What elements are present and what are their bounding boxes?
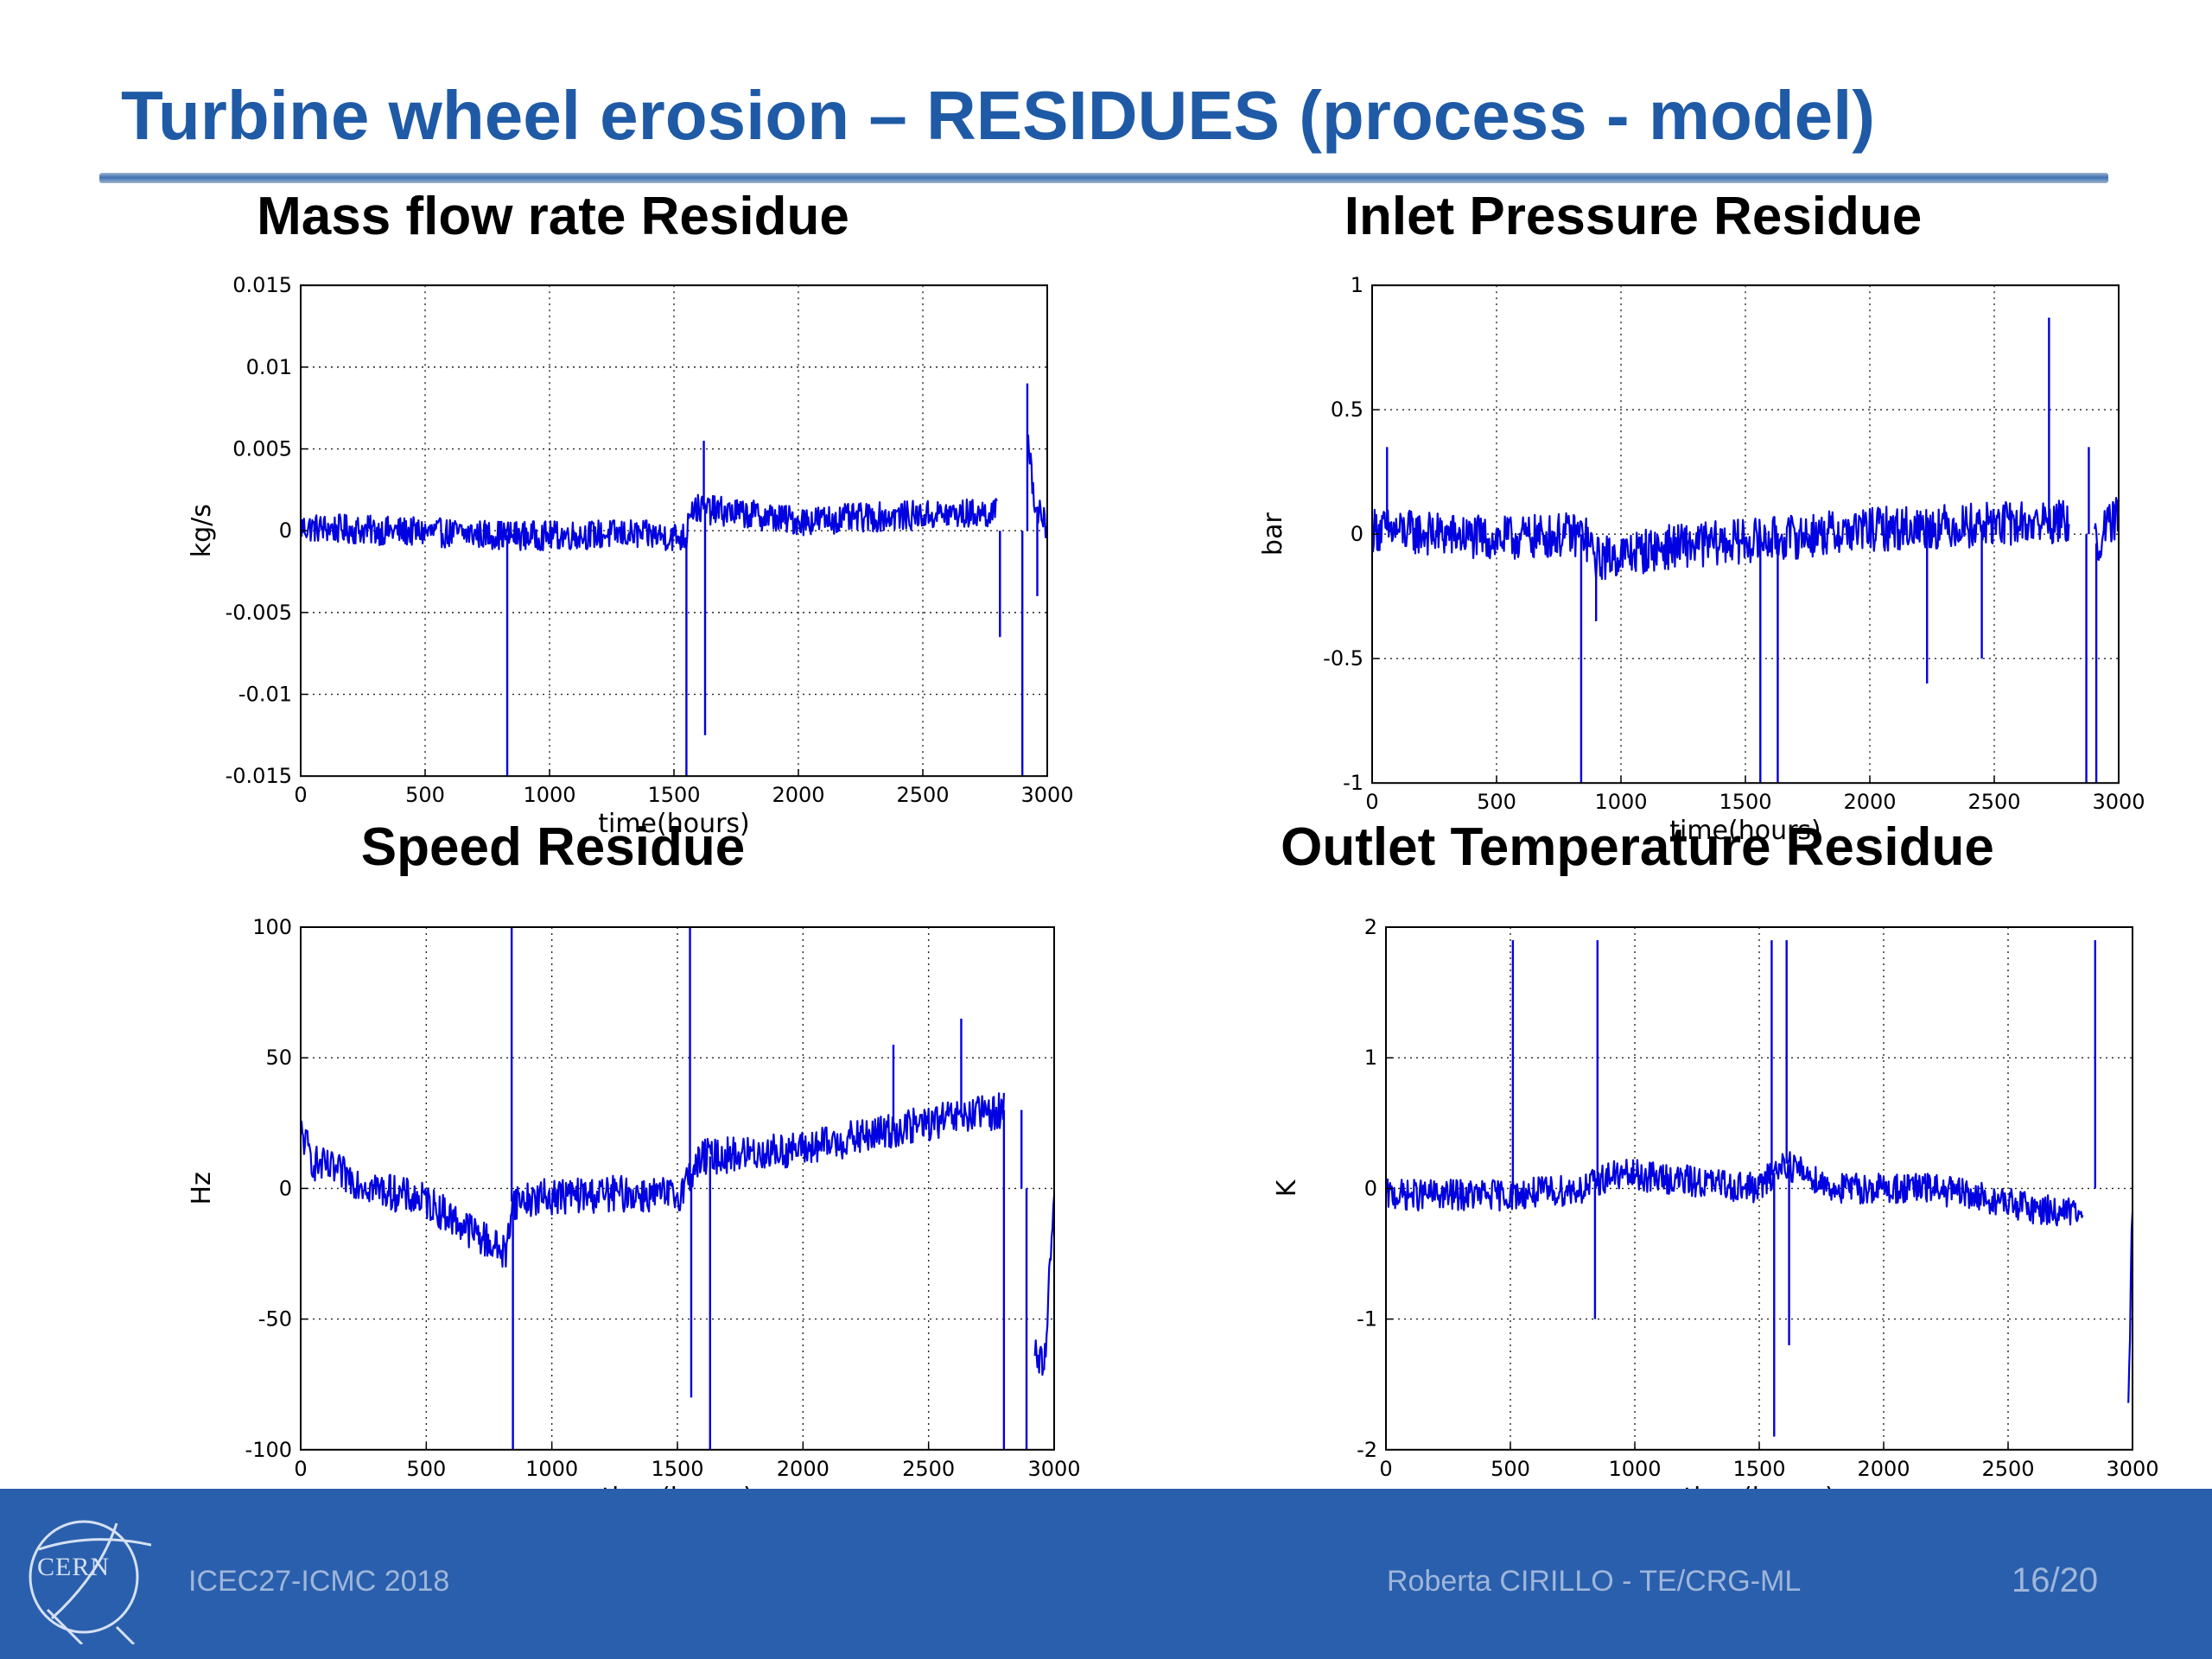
y-axis-label: Hz (187, 1172, 217, 1205)
title-rule (99, 173, 2108, 183)
x-tick-label: 3000 (2092, 790, 2145, 814)
x-tick-label: 2000 (1857, 1457, 1910, 1481)
x-axis-label: time(hours) (1669, 816, 1821, 846)
x-tick-label: 1000 (1608, 1457, 1661, 1481)
y-axis-label: kg/s (187, 504, 217, 557)
y-tick-label: -50 (258, 1307, 292, 1332)
y-tick-label: 50 (265, 1046, 292, 1070)
y-tick-label: 0 (1351, 522, 1363, 546)
x-tick-label: 0 (294, 1457, 307, 1481)
x-tick-label: 2500 (1981, 1457, 2034, 1481)
y-tick-label: -0.005 (226, 601, 292, 625)
y-tick-label: -2 (1357, 1438, 1377, 1462)
x-tick-label: 2500 (896, 783, 949, 807)
x-tick-label: 0 (1379, 1457, 1392, 1481)
x-tick-label: 1000 (1594, 790, 1647, 814)
mass-flow-plot: 0 500 1000 1500 2000 2500 3000 -0.015 -0.01 -0.00… (187, 273, 1074, 839)
residue-series-line (1370, 497, 2120, 581)
x-tick-label: 500 (406, 1457, 446, 1481)
x-tick-label: 1000 (525, 1457, 578, 1481)
y-tick-label: 2 (1364, 915, 1377, 939)
x-tick-label: 2000 (772, 783, 824, 807)
y-tick-label: 0 (279, 518, 292, 543)
x-tick-label: 2000 (1843, 790, 1896, 814)
y-axis-label: bar (1258, 512, 1288, 556)
x-tick-label: 1000 (523, 783, 575, 807)
y-axis-label: K (1272, 1179, 1302, 1197)
x-tick-label: 500 (405, 783, 445, 807)
y-tick-label: 0.01 (246, 355, 292, 379)
y-tick-label: -0.015 (226, 764, 292, 788)
inlet-pressure-chart: Inlet Pressure Residue 0 500 1000 1500 2000 2… (1158, 186, 2177, 847)
cern-logo-text: CERN (37, 1553, 111, 1581)
speed-plot: 050010001500200025003000-100-50050100tim… (187, 915, 1081, 1513)
residue-series-line (1384, 1151, 2134, 1403)
y-tick-label: 1 (1351, 273, 1363, 297)
x-tick-label: 1500 (1719, 790, 1771, 814)
mass-flow-chart: Mass flow rate Residue 0 500 1000 1500 2000 2… (86, 186, 1106, 840)
residue-series-line (300, 1092, 1056, 1376)
cern-logo-icon (29, 1520, 152, 1646)
y-tick-label: 100 (252, 915, 292, 939)
x-tick-label: 0 (294, 783, 307, 807)
x-tick-label: 1500 (647, 783, 700, 807)
footer-bar: CERN ICEC27-ICMC 2018 Roberta CIRILLO - … (0, 1489, 2212, 1659)
y-tick-label: -100 (245, 1438, 292, 1462)
y-tick-label: 0.5 (1331, 397, 1363, 422)
conference-label: ICEC27-ICMC 2018 (188, 1565, 450, 1598)
x-tick-label: 1500 (1732, 1457, 1785, 1481)
x-axis-label: time(hours) (598, 809, 750, 839)
x-tick-label: 3000 (2106, 1457, 2158, 1481)
y-tick-label: -0.01 (238, 683, 292, 707)
y-tick-label: 0 (279, 1176, 292, 1200)
y-tick-label: 0 (1364, 1176, 1377, 1200)
y-tick-label: -1 (1357, 1307, 1377, 1332)
chart-title: Inlet Pressure Residue (1344, 187, 1923, 246)
x-tick-label: 2000 (777, 1457, 830, 1481)
x-tick-label: 0 (1365, 790, 1378, 814)
y-tick-label: 1 (1364, 1046, 1377, 1070)
y-tick-label: 0.005 (232, 437, 292, 461)
cern-logo: CERN (22, 1515, 152, 1649)
x-tick-label: 500 (1491, 1457, 1530, 1481)
inlet-pressure-plot: 0 500 1000 1500 2000 2500 3000 -1 -0.5 0 0.5 1 time(… (1258, 273, 2145, 846)
speed-chart: Speed Residue 0 500 1000 1500 2000 2500 3000 -1… (86, 817, 1106, 1513)
outlet-temperature-plot: 050010001500200025003000-2-1012time(hour… (1272, 915, 2159, 1513)
y-tick-label: 0.015 (232, 273, 292, 297)
y-tick-label: -1 (1343, 771, 1363, 795)
page-number: 16/20 (2012, 1561, 2099, 1599)
x-tick-label: 500 (1477, 790, 1516, 814)
x-tick-label: 3000 (1020, 783, 1073, 807)
chart-title: Outlet Temperature Residue (1281, 817, 1994, 877)
x-tick-label: 2500 (1967, 790, 2020, 814)
author-label: Roberta CIRILLO - TE/CRG-ML (1387, 1565, 1802, 1598)
x-tick-label: 2500 (902, 1457, 955, 1481)
slide-title: Turbine wheel erosion – RESIDUES (proces… (121, 77, 1876, 154)
chart-title: Speed Residue (360, 817, 746, 877)
outlet-temperature-chart: Outlet Temperature Residue 0 500 1000 1500 2… (1158, 817, 2177, 1513)
chart-title: Mass flow rate Residue (257, 187, 849, 246)
x-tick-label: 1500 (651, 1457, 703, 1481)
y-tick-label: -0.5 (1323, 646, 1363, 671)
x-tick-label: 3000 (1027, 1457, 1080, 1481)
